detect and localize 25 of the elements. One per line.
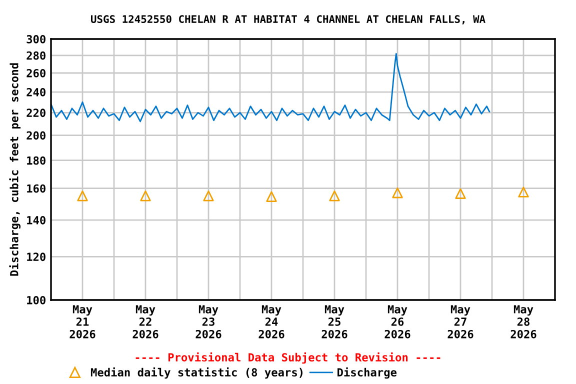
x-tick-label: May 22 2026 xyxy=(132,305,158,338)
x-tick-label: May 26 2026 xyxy=(384,305,410,338)
y-tick-label: 300 xyxy=(26,34,46,44)
y-tick-label: 140 xyxy=(27,216,46,224)
y-tick-label: 260 xyxy=(26,68,46,78)
text: ---- Provisional Data Subject to Revision ---- xyxy=(136,352,440,364)
y-tick-label: 220 xyxy=(26,108,46,118)
legend-label: Discharge xyxy=(338,367,397,379)
x-tick-label: May 25 2026 xyxy=(322,305,348,338)
legend-label: Median daily statistic (8 years) xyxy=(90,367,302,379)
x-tick-label: May 23 2026 xyxy=(196,305,222,338)
y-axis-title: Discharge, cubic feet per second xyxy=(9,63,21,276)
chart-title: USGS 12452550 CHELAN R AT HABITAT 4 CHANNEL AT CHELAN FALLS, WA xyxy=(90,15,486,24)
x-tick-label: May 27 2026 xyxy=(448,305,474,338)
y-tick-label: 280 xyxy=(26,51,46,60)
y-tick-label: 100 xyxy=(27,296,46,304)
y-tick-label: 120 xyxy=(27,252,46,262)
y-tick-label: 240 xyxy=(26,88,46,96)
x-tick-label: May 24 2026 xyxy=(258,305,284,338)
line-series xyxy=(51,53,490,122)
y-tick-label: 180 xyxy=(27,156,46,165)
x-tick-label: May 28 2026 xyxy=(510,305,536,338)
y-tick-label: 160 xyxy=(27,184,46,193)
x-tick-label: May 21 2026 xyxy=(70,305,96,338)
y-tick-label: 200 xyxy=(26,131,46,140)
